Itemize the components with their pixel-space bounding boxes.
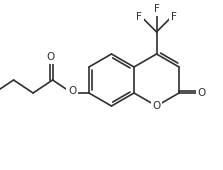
Text: O: O (68, 86, 76, 96)
Text: F: F (171, 12, 177, 22)
Text: F: F (136, 12, 142, 22)
Text: O: O (197, 88, 205, 98)
Text: F: F (154, 4, 159, 14)
Text: O: O (46, 53, 55, 63)
Text: O: O (152, 101, 161, 111)
